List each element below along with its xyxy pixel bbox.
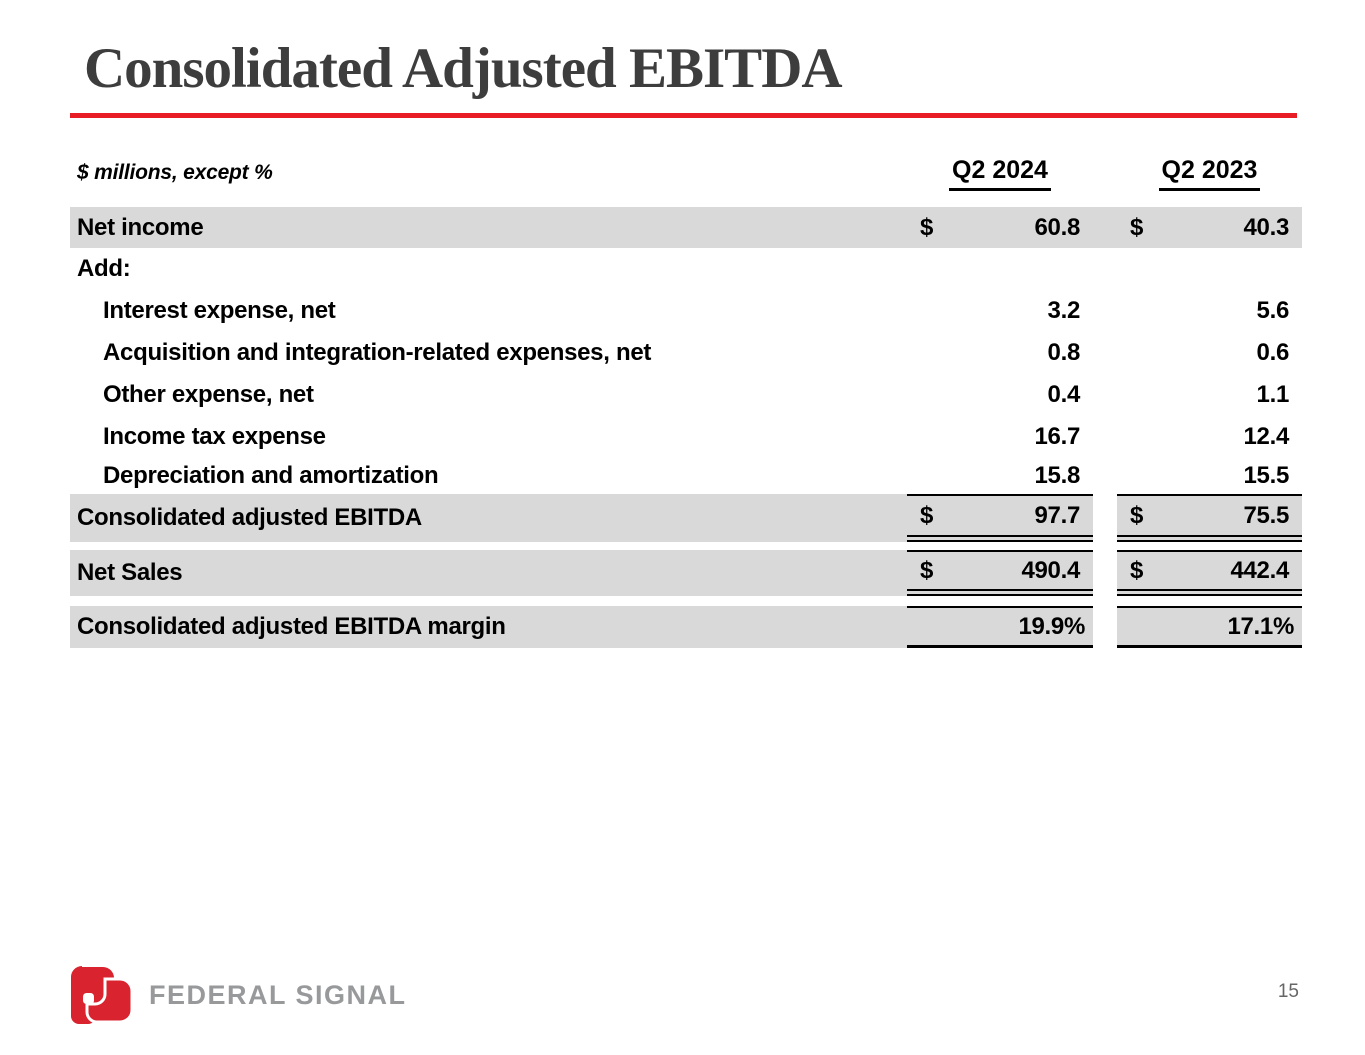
row-label: Acquisition and integration-related expe… — [103, 339, 652, 366]
page-title: Consolidated Adjusted EBITDA — [84, 37, 843, 100]
value-q2-2023 — [1117, 248, 1302, 290]
value-q2-2023: 1.1 — [1117, 374, 1302, 416]
value-q2-2023: $ 442.4 — [1117, 550, 1302, 596]
value-text: 17.1% — [1227, 612, 1294, 640]
row-label: Income tax expense — [103, 423, 326, 450]
value-text: 60.8 — [1034, 213, 1080, 241]
table-row-adjusted-ebitda: Consolidated adjusted EBITDA $ 97.7 $ 75… — [70, 494, 1302, 542]
row-label: Depreciation and amortization — [103, 462, 439, 489]
page-number: 15 — [1277, 981, 1299, 1002]
value-q2-2024: 16.7 — [907, 416, 1093, 458]
value-q2-2023: 5.6 — [1117, 290, 1302, 332]
column-gap — [1093, 606, 1117, 648]
column-gap — [1093, 374, 1117, 416]
value-text: 97.7 — [1034, 501, 1080, 529]
column-gap — [1093, 494, 1117, 542]
value-q2-2024: 0.8 — [907, 332, 1093, 374]
value-q2-2023: $ 40.3 — [1117, 207, 1302, 248]
column-gap — [1093, 416, 1117, 458]
value-text: 442.4 — [1230, 556, 1289, 584]
row-label: Consolidated adjusted EBITDA — [70, 494, 907, 542]
value-q2-2024: 19.9% — [907, 606, 1093, 648]
row-label: Interest expense, net — [103, 297, 336, 324]
value-text: 0.6 — [1256, 339, 1290, 366]
value-q2-2023: 12.4 — [1117, 416, 1302, 458]
table-header-row: $ millions, except % Q2 2024 Q2 2023 — [70, 150, 1302, 196]
column-gap — [1093, 150, 1117, 196]
value-q2-2023: 0.6 — [1117, 332, 1302, 374]
table-row-net-sales: Net Sales $ 490.4 $ 442.4 — [70, 550, 1302, 596]
row-label: Other expense, net — [103, 381, 314, 408]
column-gap — [1093, 550, 1117, 596]
value-text: 490.4 — [1021, 556, 1080, 584]
value-text: 40.3 — [1243, 213, 1289, 241]
value-text: 75.5 — [1243, 501, 1289, 529]
value-text: 12.4 — [1243, 423, 1289, 450]
row-spacer — [70, 596, 1302, 606]
value-text: 3.2 — [1047, 297, 1081, 324]
column-header-q2-2023: Q2 2023 — [1117, 150, 1302, 196]
value-q2-2024: $ 490.4 — [907, 550, 1093, 596]
ebitda-table: $ millions, except % Q2 2024 Q2 2023 Net… — [70, 150, 1302, 648]
dollar-sign: $ — [920, 501, 934, 529]
column-header-q2-2024: Q2 2024 — [907, 150, 1093, 196]
column-gap — [1093, 290, 1117, 332]
column-gap — [1093, 248, 1117, 290]
value-q2-2023: 15.5 — [1117, 458, 1302, 494]
value-q2-2023: 17.1% — [1117, 606, 1302, 648]
title-accent-rule — [70, 113, 1297, 118]
row-label: Add: — [77, 255, 131, 282]
value-text: 15.8 — [1034, 462, 1080, 489]
column-gap — [1093, 458, 1117, 494]
value-q2-2024: 3.2 — [907, 290, 1093, 332]
value-q2-2024: $ 60.8 — [907, 207, 1093, 248]
value-q2-2024: 15.8 — [907, 458, 1093, 494]
value-text: 1.1 — [1256, 381, 1290, 408]
row-spacer — [70, 542, 1302, 550]
table-row-income-tax: Income tax expense 16.7 12.4 — [70, 416, 1302, 458]
table-row-add: Add: — [70, 248, 1302, 290]
table-row-ebitda-margin: Consolidated adjusted EBITDA margin 19.9… — [70, 606, 1302, 648]
value-text: 0.8 — [1047, 339, 1081, 366]
value-q2-2024: $ 97.7 — [907, 494, 1093, 542]
table-row-other-expense: Other expense, net 0.4 1.1 — [70, 374, 1302, 416]
dollar-sign: $ — [920, 556, 934, 584]
value-text: 19.9% — [1018, 612, 1085, 640]
value-q2-2024 — [907, 248, 1093, 290]
row-label: Net Sales — [70, 550, 907, 596]
table-row-depreciation: Depreciation and amortization 15.8 15.5 — [70, 458, 1302, 494]
value-text: 16.7 — [1034, 423, 1080, 450]
dollar-sign: $ — [1130, 213, 1144, 241]
row-label: Net income — [70, 207, 907, 248]
column-header-text: Q2 2023 — [1158, 156, 1261, 191]
value-text: 5.6 — [1256, 297, 1290, 324]
table-row-interest-expense: Interest expense, net 3.2 5.6 — [70, 290, 1302, 332]
dollar-sign: $ — [1130, 556, 1144, 584]
value-text: 15.5 — [1243, 462, 1289, 489]
column-gap — [1093, 207, 1117, 248]
value-q2-2023: $ 75.5 — [1117, 494, 1302, 542]
units-label: $ millions, except % — [77, 161, 273, 184]
table-row-net-income: Net income $ 60.8 $ 40.3 — [70, 207, 1302, 248]
column-gap — [1093, 332, 1117, 374]
footer-brand: FEDERAL SIGNAL — [70, 966, 407, 1024]
value-text: 0.4 — [1047, 381, 1081, 408]
row-label: Consolidated adjusted EBITDA margin — [70, 606, 907, 648]
dollar-sign: $ — [1130, 501, 1144, 529]
brand-wordmark: FEDERAL SIGNAL — [149, 979, 407, 1010]
federal-signal-logo-icon — [70, 966, 134, 1024]
dollar-sign: $ — [920, 213, 934, 241]
table-row-acquisition-expenses: Acquisition and integration-related expe… — [70, 332, 1302, 374]
column-header-text: Q2 2024 — [949, 156, 1051, 191]
value-q2-2024: 0.4 — [907, 374, 1093, 416]
